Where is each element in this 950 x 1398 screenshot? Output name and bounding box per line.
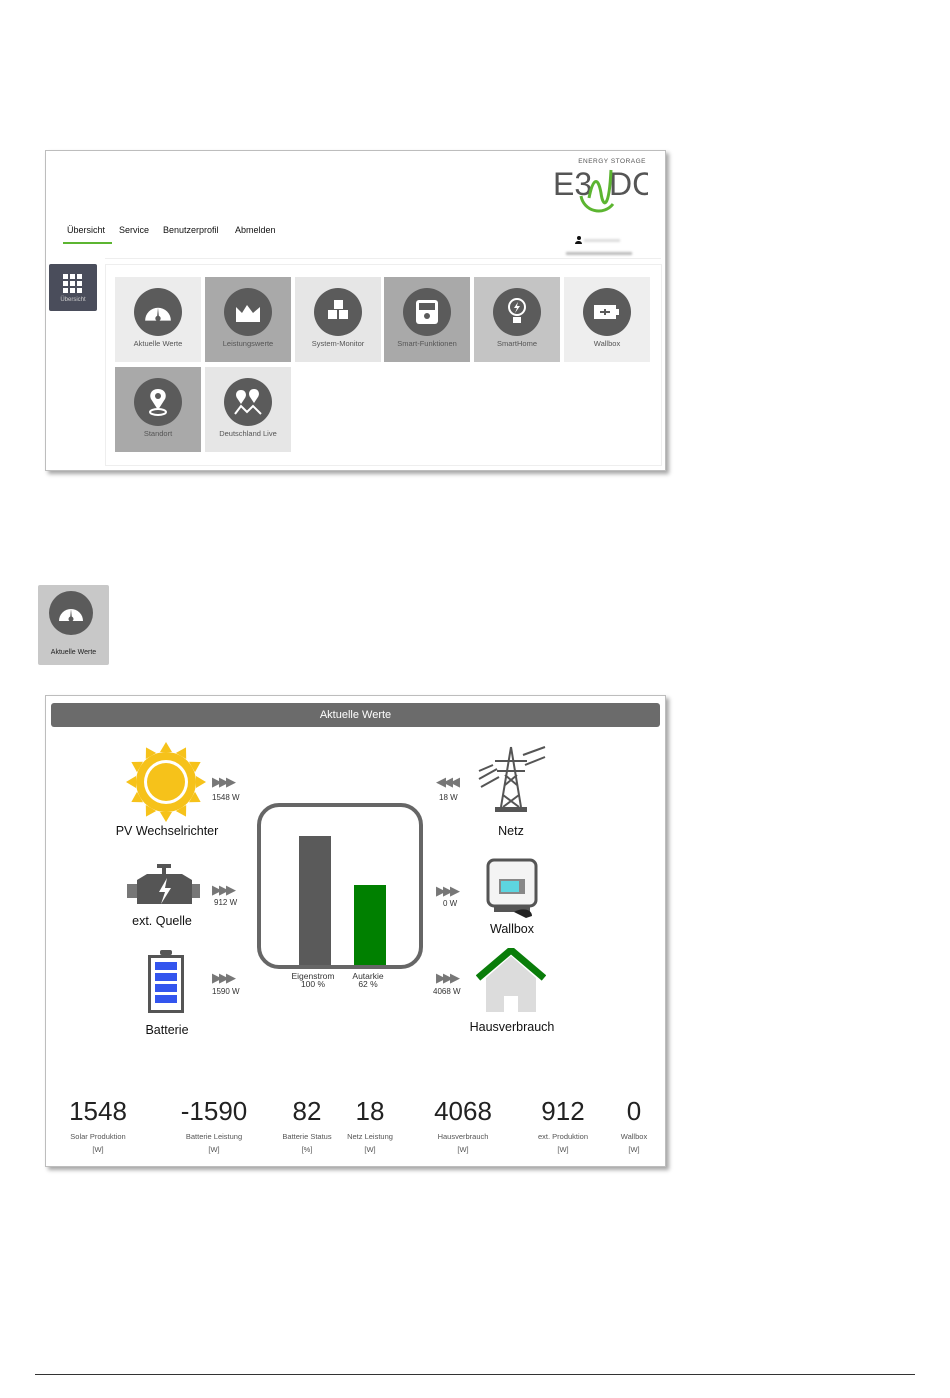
user-icon — [575, 236, 582, 244]
engine-icon — [127, 864, 200, 904]
tile-leistungswerte[interactable]: Leistungswerte — [205, 277, 291, 362]
stat-label: Wallbox — [620, 1132, 648, 1141]
serial-blurred — [566, 252, 632, 255]
sun-icon — [126, 742, 206, 822]
stat-unit: [W] — [364, 1145, 376, 1154]
bulb-icon — [493, 288, 541, 336]
house-flow: 4068 W — [433, 987, 461, 996]
stat-value: 0 — [626, 1096, 642, 1126]
stat-label: Solar Produktion — [70, 1132, 126, 1141]
battery-icon — [148, 950, 184, 1013]
tile-label: System-Monitor — [311, 339, 365, 348]
tile-label: Aktuelle Werte — [50, 649, 97, 656]
pv-flow: 1548 W — [212, 793, 240, 802]
wallbox-icon — [486, 858, 538, 918]
pv-label: PV Wechselrichter — [115, 824, 219, 838]
house-icon — [476, 948, 546, 1012]
nav-logout[interactable]: Abmelden — [235, 225, 276, 235]
stat-value: -1590 — [180, 1096, 248, 1126]
flow-right-arrow-icon: ▶▶▶ — [436, 970, 460, 985]
stat-unit: [W] — [208, 1145, 220, 1154]
tile-label: Standort — [143, 429, 173, 438]
ext-flow: 912 W — [214, 898, 238, 907]
storage-box — [257, 803, 423, 969]
bar-value: 62 % — [358, 979, 378, 989]
grid-icon — [63, 274, 82, 293]
bar-label: Eigenstrom — [291, 971, 335, 981]
tile-label: Wallbox — [593, 339, 621, 348]
divider — [105, 258, 661, 259]
grid-label: Netz — [498, 824, 524, 838]
logo-tagline: ENERGY STORAGE — [578, 158, 646, 165]
nav-active-underline — [63, 242, 112, 244]
stat-value: 912 — [541, 1096, 585, 1126]
tile-label: Leistungswerte — [222, 339, 274, 348]
aktuelle-werte-tile-large[interactable]: Aktuelle Werte — [38, 585, 109, 665]
tile-label: Deutschland Live — [219, 429, 277, 438]
tile-standort[interactable]: Standort — [115, 367, 201, 452]
chart-icon — [224, 288, 272, 336]
stat-value: 18 — [355, 1096, 385, 1126]
e3dc-logo: ENERGY STORAGE E3 DC — [553, 158, 648, 218]
nav-user-profile[interactable]: Benutzerprofil — [163, 225, 219, 235]
plug-icon — [583, 288, 631, 336]
bar-eigenstrom — [299, 836, 331, 965]
power-pylon-icon — [478, 746, 546, 812]
svg-text:DC: DC — [609, 166, 648, 202]
stat-unit: [W] — [628, 1145, 640, 1154]
flow-right-arrow-icon: ▶▶▶ — [212, 970, 236, 985]
tile-label: SmartHome — [496, 339, 537, 348]
battery-label: Batterie — [145, 1023, 189, 1037]
stat-value: 4068 — [434, 1096, 492, 1126]
tiles-panel — [105, 264, 662, 466]
cubes-icon — [314, 288, 362, 336]
tile-wallbox[interactable]: Wallbox — [564, 277, 650, 362]
bar-label: Autarkie — [352, 971, 384, 981]
tile-smart-funktionen[interactable]: Smart-Funktionen — [384, 277, 470, 362]
wallbox-flow: 0 W — [443, 899, 458, 908]
stat-label: ext. Produktion — [537, 1132, 589, 1141]
gauge-icon — [134, 288, 182, 336]
stat-label: Netz Leistung — [347, 1132, 393, 1141]
user-id-blurred — [584, 239, 620, 242]
stat-unit: [W] — [92, 1145, 104, 1154]
flow-right-arrow-icon: ▶▶▶ — [436, 883, 460, 898]
tile-deutschland-live[interactable]: Deutschland Live — [205, 367, 291, 452]
location-icon — [134, 378, 182, 426]
bar-autarkie — [354, 885, 386, 965]
tile-label: Smart-Funktionen — [397, 339, 457, 348]
tile-aktuelle-werte[interactable]: Aktuelle Werte — [115, 277, 201, 362]
nav-overview[interactable]: Übersicht — [67, 225, 106, 235]
stat-value: 1548 — [69, 1096, 127, 1126]
stat-unit: [W] — [457, 1145, 469, 1154]
stat-label: Batterie Leistung — [185, 1132, 243, 1141]
stat-label: Batterie Status — [282, 1132, 332, 1141]
stat-unit: [W] — [557, 1145, 569, 1154]
flow-right-arrow-icon: ▶▶▶ — [212, 882, 236, 897]
stat-label: Hausverbrauch — [437, 1132, 489, 1141]
panel-header: Aktuelle Werte — [51, 703, 660, 727]
footer-rule — [35, 1374, 915, 1375]
device-icon — [403, 288, 451, 336]
stat-unit: [%] — [301, 1145, 313, 1154]
map-icon — [224, 378, 272, 426]
battery-flow: 1590 W — [212, 987, 240, 996]
tile-smarthome[interactable]: SmartHome — [474, 277, 560, 362]
grid-flow: 18 W — [439, 793, 458, 802]
tile-system-monitor[interactable]: System-Monitor — [295, 277, 381, 362]
nav-service[interactable]: Service — [119, 225, 150, 235]
sidebar-overview-label: Übersicht — [60, 297, 86, 303]
sidebar-overview-button[interactable]: Übersicht — [49, 264, 97, 311]
flow-left-arrow-icon: ◀◀◀ — [436, 774, 460, 789]
tile-label: Aktuelle Werte — [133, 339, 183, 348]
bar-value: 100 % — [300, 979, 326, 989]
gauge-icon — [49, 591, 93, 635]
stat-value: 82 — [292, 1096, 322, 1126]
svg-text:E3: E3 — [553, 166, 592, 202]
wallbox-label: Wallbox — [490, 922, 534, 936]
ext-source-label: ext. Quelle — [132, 914, 192, 928]
house-label: Hausverbrauch — [469, 1020, 555, 1034]
flow-right-arrow-icon: ▶▶▶ — [212, 774, 236, 789]
